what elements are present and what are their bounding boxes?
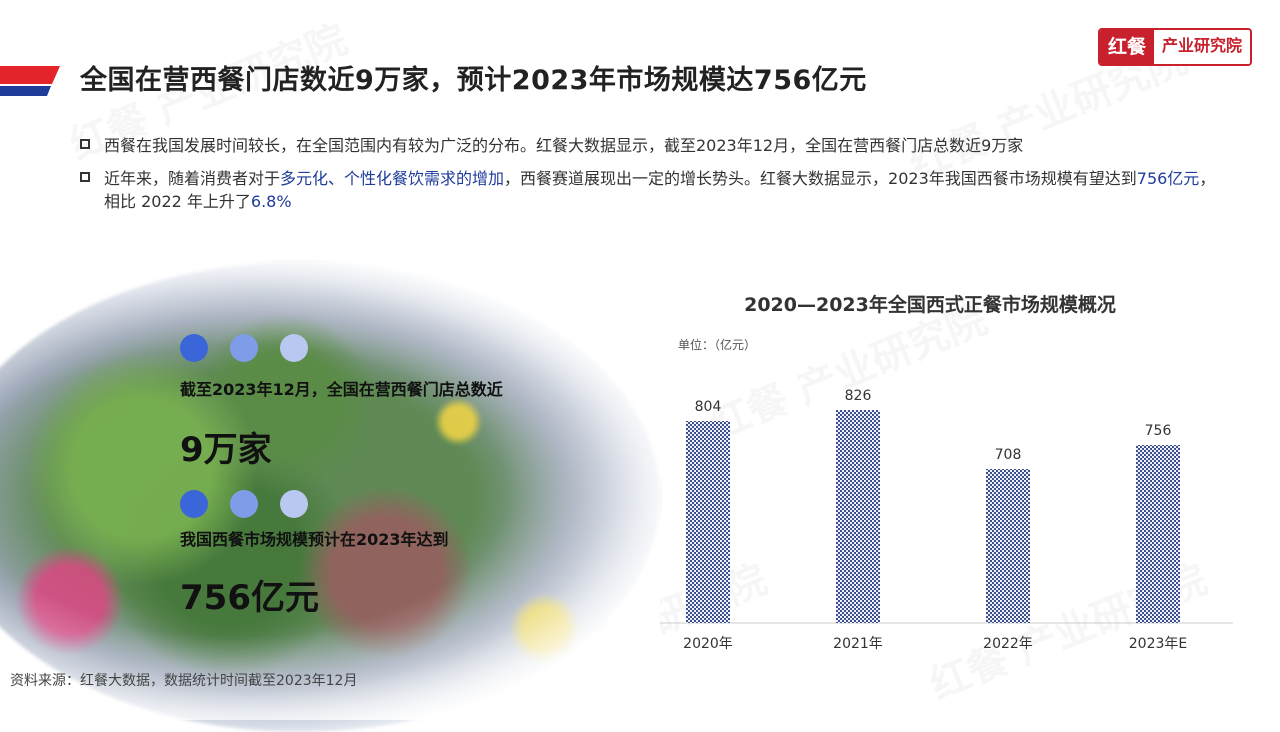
- x-tick-label: 2020年: [683, 636, 733, 652]
- dot-icon: [180, 334, 208, 362]
- dot-icon: [280, 334, 308, 362]
- bullet-text: 西餐在我国发展时间较长，在全国范围内有较为广泛的分布。红餐大数据显示，截至202…: [104, 136, 1024, 155]
- dot-icon: [180, 490, 208, 518]
- bullet-highlight: 多元化、个性化餐饮需求的增加: [280, 169, 505, 188]
- data-label: 826: [845, 388, 872, 404]
- x-tick-label: 2021年: [833, 636, 883, 652]
- square-bullet-icon: [80, 139, 90, 149]
- square-bullet-icon: [80, 172, 90, 182]
- page-title: 全国在营西餐门店数近9万家，预计2023年市场规模达756亿元: [80, 65, 867, 96]
- photo-fade-overlay: [0, 262, 660, 720]
- decorative-dots: [180, 334, 308, 362]
- stat-value: 756亿元: [180, 578, 319, 618]
- bar-2023年E: [1136, 445, 1180, 623]
- data-label: 756: [1145, 423, 1172, 439]
- bar-chart: 804 2020年 826 2021年 708 2022年 756 2023年E: [660, 388, 1233, 652]
- chart-title: 2020—2023年全国西式正餐市场规模概况: [744, 294, 1116, 316]
- bullet-text: 近年来，随着消费者对于: [104, 169, 281, 188]
- data-label: 804: [695, 399, 722, 415]
- stat-label: 截至2023年12月，全国在营西餐门店总数近: [180, 380, 503, 399]
- bullet-item: 西餐在我国发展时间较长，在全国范围内有较为广泛的分布。红餐大数据显示，截至202…: [80, 134, 1220, 157]
- bullet-text: ，西餐赛道展现出一定的增长势头。红餐大数据显示，2023年我国西餐市场规模有望达…: [504, 169, 1137, 188]
- bar-2021年: [836, 410, 880, 623]
- bar-2022年: [986, 469, 1030, 623]
- x-tick-label: 2022年: [983, 636, 1033, 652]
- logo-mark: 红餐: [1099, 30, 1154, 64]
- chart-unit: 单位：（亿元）: [678, 338, 757, 352]
- bullet-text: ，相比 2022 年上升了: [104, 169, 1216, 211]
- logo-text: 产业研究院: [1153, 30, 1250, 64]
- stat-label: 我国西餐市场规模预计在2023年达到: [180, 530, 449, 549]
- dot-icon: [230, 334, 258, 362]
- dot-icon: [280, 490, 308, 518]
- dot-icon: [230, 490, 258, 518]
- stat-value: 9万家: [180, 430, 272, 470]
- bullet-highlight: 6.8%: [250, 192, 292, 211]
- brand-logo: 红餐 产业研究院: [1097, 28, 1252, 66]
- data-label: 708: [995, 447, 1022, 463]
- decorative-dots: [180, 490, 308, 518]
- x-tick-label: 2023年E: [1129, 636, 1187, 652]
- bullet-highlight: 756亿元: [1136, 169, 1200, 188]
- bullet-list: 西餐在我国发展时间较长，在全国范围内有较为广泛的分布。红餐大数据显示，截至202…: [80, 134, 1220, 223]
- title-accent-bar: [0, 66, 60, 96]
- bar-2020年: [686, 421, 730, 623]
- source-note: 资料来源：红餐大数据，数据统计时间截至2023年12月: [10, 673, 358, 689]
- bullet-item: 近年来，随着消费者对于多元化、个性化餐饮需求的增加，西餐赛道展现出一定的增长势头…: [80, 167, 1220, 213]
